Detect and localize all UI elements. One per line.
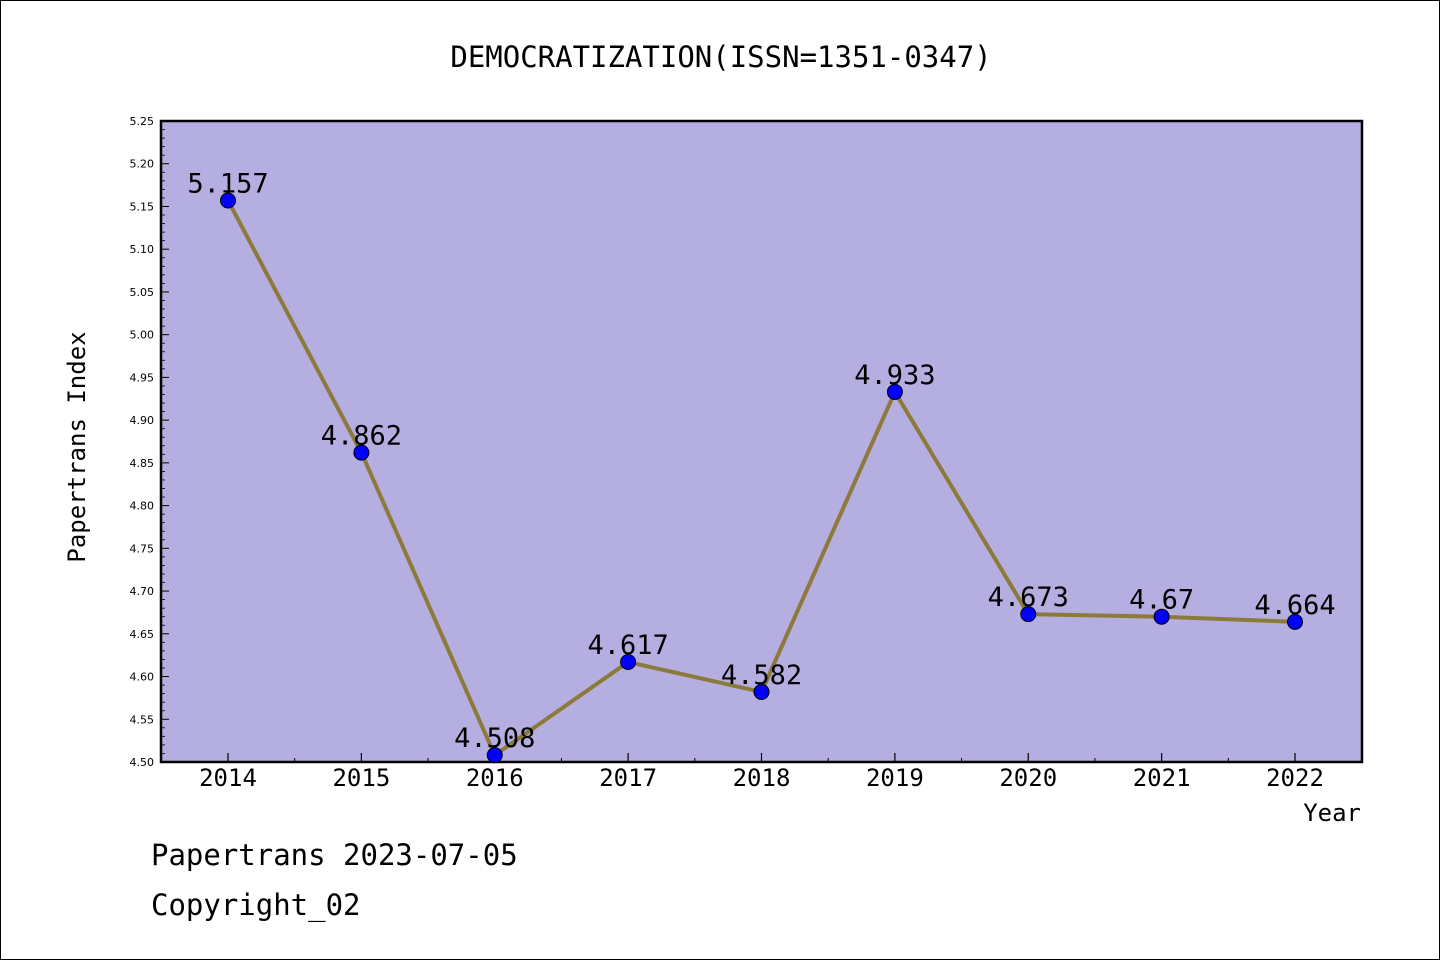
y-tick-label: 4.75: [130, 542, 155, 555]
x-tick-label: 2021: [1133, 764, 1191, 792]
footer-date-text: Papertrans 2023-07-05: [151, 838, 518, 872]
y-tick-label: 4.60: [130, 671, 155, 684]
data-point-marker: [1020, 606, 1037, 623]
x-axis-label: Year: [1303, 799, 1361, 827]
x-axis-ticks: 2014 2015 2016 2017 2018 2019 2020 2021 2022: [199, 753, 1324, 792]
data-point-label: 4.617: [587, 630, 668, 661]
x-tick-label: 2022: [1266, 764, 1324, 792]
data-point-marker: [1287, 613, 1303, 630]
chart-title: DEMOCRATIZATION(ISSN=1351-0347): [450, 40, 991, 74]
series-group: 5.157 4.862 4.508 4.617 4.582 4.933 4.673 4.67 4…: [187, 168, 1336, 764]
data-point-label: 4.673: [988, 582, 1069, 613]
x-tick-label: 2019: [866, 764, 924, 792]
y-tick-label: 4.90: [130, 414, 155, 427]
y-tick-label: 5.05: [130, 286, 155, 299]
data-point-marker: [486, 747, 503, 764]
data-point-label: 4.67: [1129, 585, 1194, 616]
x-tick-label: 2015: [332, 764, 390, 792]
y-tick-label: 5.25: [130, 115, 155, 128]
y-tick-label: 5.10: [130, 243, 155, 256]
y-axis-ticks: 4.50 4.55 4.60 4.65 4.70 4.75 4.80 4.85 4.90 4.95…: [130, 115, 169, 769]
footer-copyright-text: Copyright_02: [151, 888, 361, 923]
data-point-label: 4.508: [454, 723, 535, 754]
x-tick-label: 2014: [199, 764, 257, 792]
data-point-label: 4.933: [854, 360, 935, 391]
data-point-label: 4.862: [321, 421, 402, 452]
data-point-label: 4.582: [721, 660, 802, 691]
y-tick-label: 5.15: [130, 200, 155, 213]
y-tick-label: 4.50: [130, 756, 155, 769]
data-point-marker: [886, 383, 903, 400]
data-point-marker: [753, 683, 770, 700]
data-point-marker: [1153, 608, 1170, 625]
y-axis-label: Papertrans Index: [63, 331, 91, 562]
x-tick-label: 2018: [733, 764, 791, 792]
data-point-marker: [353, 444, 370, 461]
y-tick-label: 5.20: [130, 158, 155, 171]
plot-area: [159, 119, 1364, 764]
data-point-label: 4.664: [1254, 590, 1335, 621]
x-tick-label: 2016: [466, 764, 524, 792]
data-point-marker: [620, 654, 637, 671]
y-tick-label: 5.00: [130, 329, 155, 342]
y-tick-label: 4.65: [130, 628, 155, 641]
data-point-label: 5.157: [187, 168, 268, 199]
y-tick-label: 4.70: [130, 585, 155, 598]
y-tick-label: 4.85: [130, 457, 155, 470]
y-tick-label: 4.80: [130, 500, 155, 513]
data-point-marker: [220, 192, 236, 209]
x-tick-label: 2017: [599, 764, 657, 792]
y-tick-label: 4.95: [130, 371, 155, 384]
y-tick-label: 4.55: [130, 713, 155, 726]
x-tick-label: 2020: [999, 764, 1057, 792]
